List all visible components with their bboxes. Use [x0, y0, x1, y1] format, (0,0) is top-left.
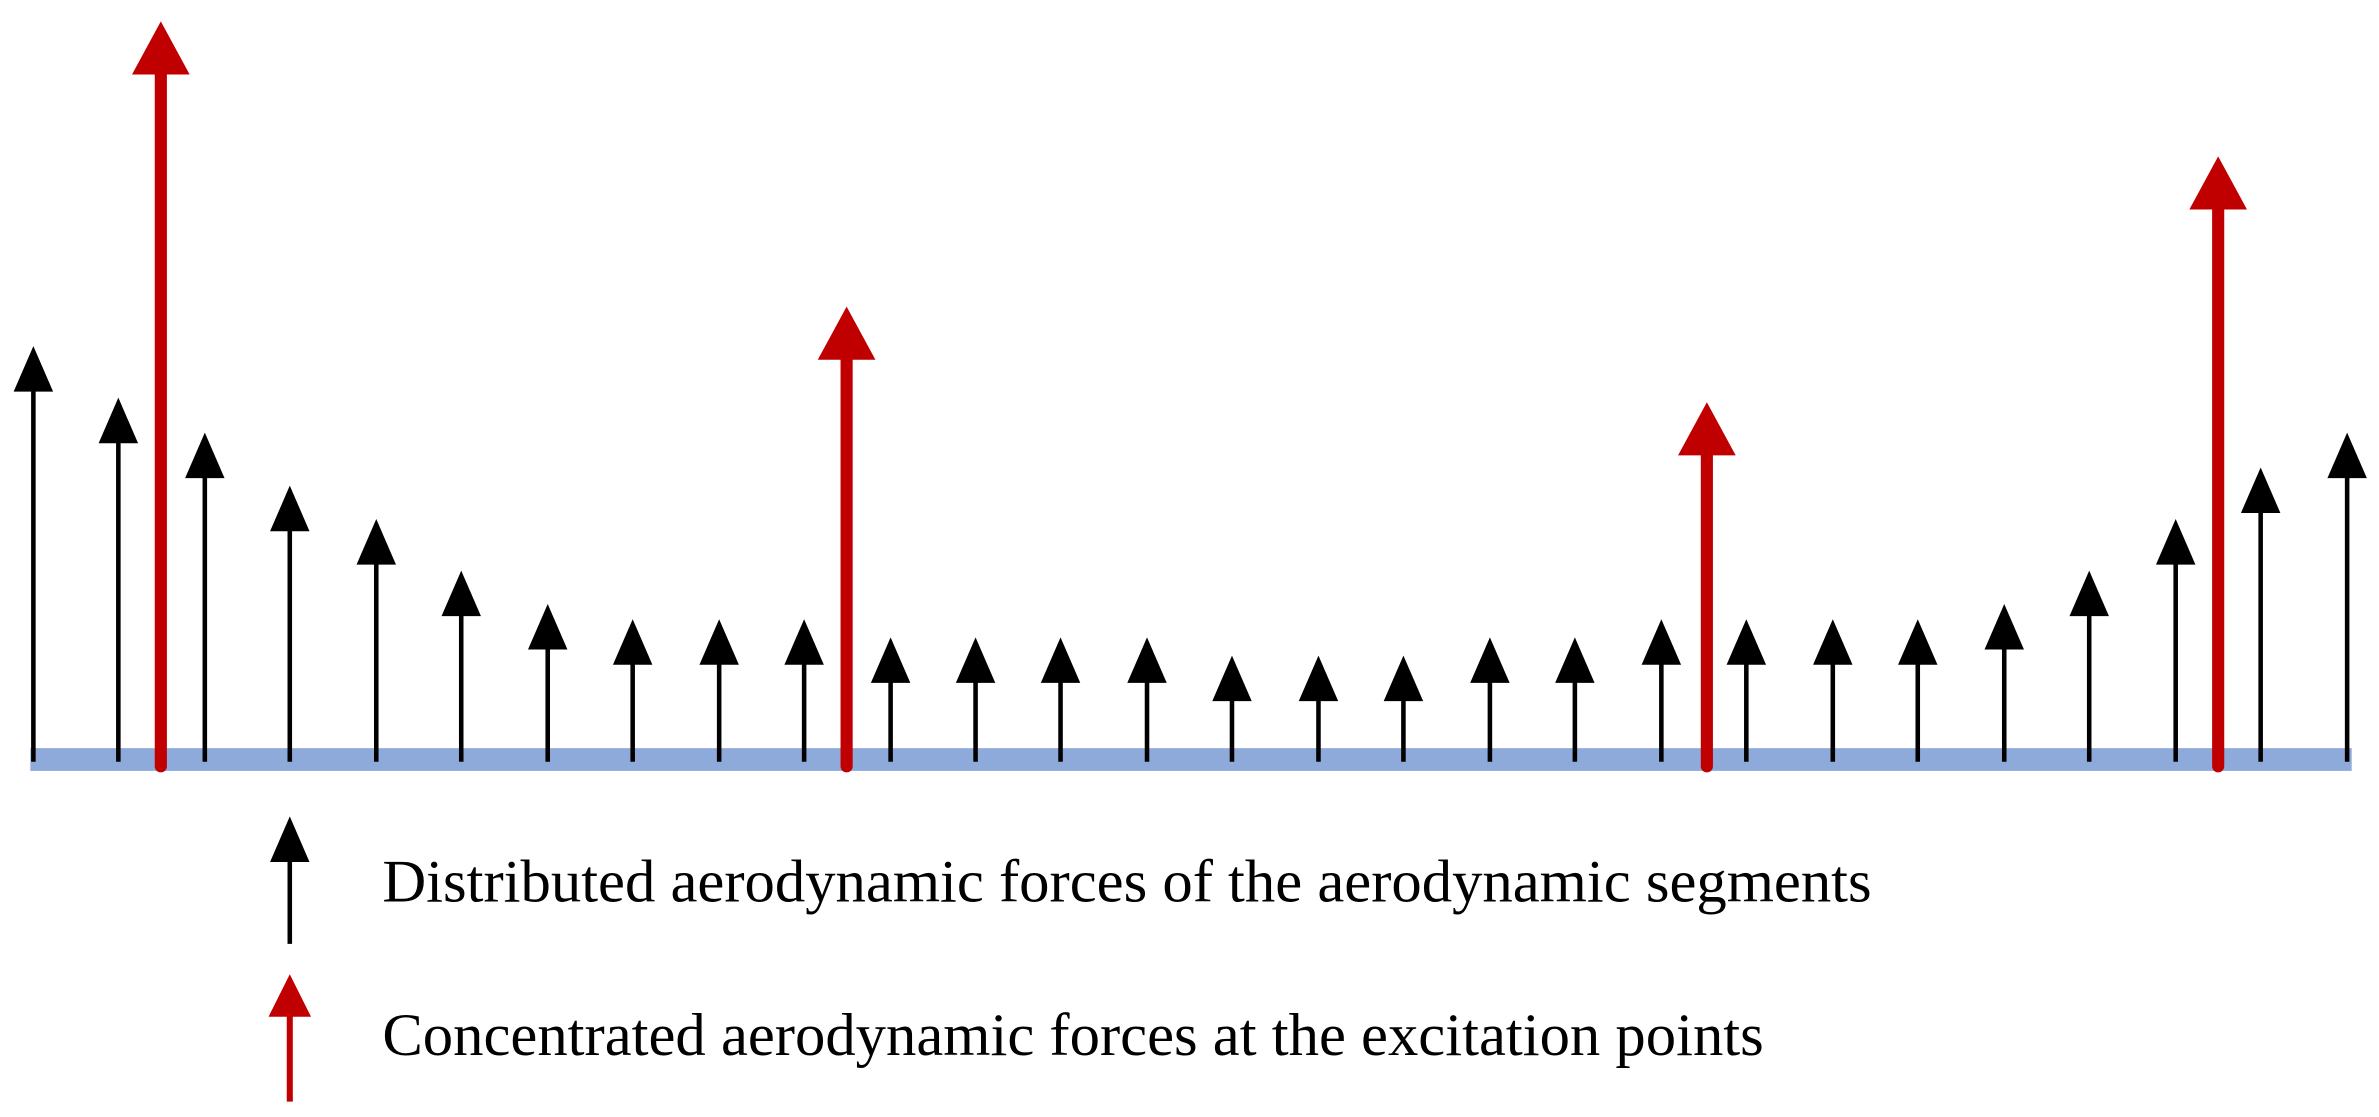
distributed-force-head: [1040, 637, 1081, 683]
distributed-force-head: [1383, 655, 1424, 702]
distributed-force-head: [699, 619, 739, 665]
distributed-force-head: [870, 637, 911, 683]
force-arrows: [13, 21, 2367, 773]
concentrated-force-head: [1678, 402, 1736, 456]
distributed-force-head: [2155, 519, 2196, 565]
distributed-force-head: [270, 485, 310, 532]
concentrated-force-head: [131, 21, 190, 75]
legend: Distributed aerodynamic forces of the ae…: [268, 816, 1872, 1102]
distributed-force-head: [1641, 619, 1682, 665]
distributed-force-head: [2240, 467, 2281, 513]
distributed-force-head: [1127, 637, 1167, 683]
distributed-force-head: [98, 397, 139, 444]
beam: [30, 748, 2352, 771]
concentrated-force-head: [817, 306, 876, 360]
distributed-force-head: [185, 432, 225, 479]
distributed-force-head: [527, 604, 568, 650]
legend-label: Concentrated aerodynamic forces at the e…: [382, 1002, 1763, 1069]
distributed-force-head: [356, 519, 396, 565]
distributed-force-head: [1298, 655, 1339, 702]
legend-black-arrow-head: [270, 816, 310, 862]
distributed-force-head: [13, 346, 54, 392]
legend-red-arrow-head: [268, 974, 312, 1017]
distributed-force-head: [1555, 637, 1595, 683]
distributed-force-head: [784, 619, 824, 665]
distributed-force-head: [955, 637, 996, 683]
distributed-force-head: [1813, 619, 1853, 665]
distributed-force-head: [1470, 637, 1510, 683]
distributed-force-head: [2069, 570, 2109, 617]
distributed-force-head: [1898, 619, 1938, 665]
concentrated-force-head: [2189, 156, 2248, 210]
distributed-force-head: [441, 570, 481, 617]
legend-label: Distributed aerodynamic forces of the ae…: [382, 849, 1871, 916]
distributed-force-head: [612, 619, 653, 665]
distributed-force-head: [1726, 619, 1767, 665]
distributed-force-head: [1984, 604, 2024, 650]
distributed-force-head: [2327, 432, 2367, 479]
distributed-force-head: [1212, 655, 1252, 702]
